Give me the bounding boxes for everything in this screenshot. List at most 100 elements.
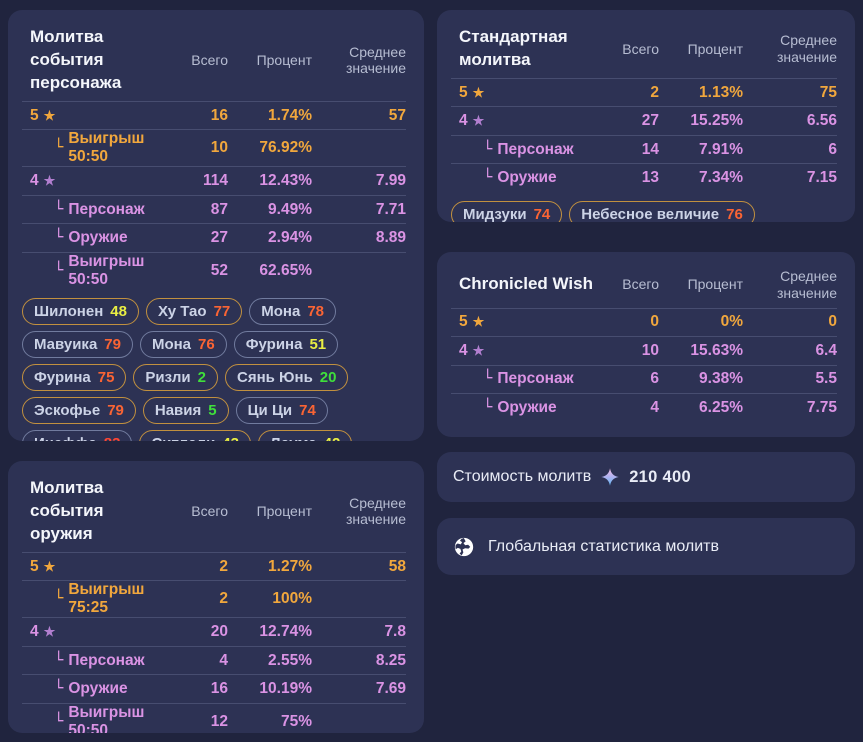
row-total: 4 [219, 651, 228, 669]
tree-branch-icon: └ [54, 589, 64, 608]
pity-chip: Сянь Юнь 20 [225, 363, 349, 391]
row-percent: 75% [280, 712, 312, 730]
row-average: 57 [388, 106, 406, 124]
row-average: 6 [828, 140, 837, 158]
table-row: 5 ★ 0 0% 0 [451, 307, 837, 337]
global-stats-button[interactable]: Глобальная статистика молитв [437, 518, 855, 575]
panel-header: Молитва события персонажа Всего Процент Сре… [22, 24, 406, 101]
panel-chronicled-wish: Chronicled Wish Всего Процент Среднее значе… [437, 252, 855, 437]
row-percent: 9.38% [699, 370, 743, 388]
row-label: 4 ★ [30, 172, 56, 190]
pity-chip-name: Ци Ци [247, 401, 293, 419]
row-percent: 15.25% [690, 112, 743, 130]
row-label: └ Оружие [483, 397, 557, 416]
table-row: 4 ★ 27 15.25% 6.56 [451, 106, 837, 135]
star-icon: ★ [472, 113, 485, 129]
row-average: 6.4 [815, 341, 837, 359]
row-total: 0 [650, 313, 659, 331]
pity-chip-value: 42 [324, 435, 341, 441]
panel-title: Стандартная молитва [459, 27, 568, 69]
star-icon: ★ [43, 173, 56, 189]
column-header: Процент [687, 40, 743, 57]
row-label: 5 ★ [459, 313, 485, 331]
pity-chip-name: Сянь Юнь [237, 368, 313, 386]
pity-chip: Инеффа 83 [22, 429, 133, 441]
pity-chip: Мидзуки 74 [451, 200, 563, 222]
pity-chip-value: 79 [107, 401, 124, 419]
pity-chip-name: Ризли [145, 368, 191, 386]
column-header: Среднее значение [345, 43, 406, 77]
column-header: Процент [256, 52, 312, 68]
row-total: 114 [202, 172, 228, 190]
table-row: └ Оружие 13 7.34% 7.15 [451, 163, 837, 192]
panel-standard-wish: Стандартная молитва Всего Процент Среднее з… [437, 10, 855, 222]
globe-icon [454, 537, 474, 556]
row-average: 7.99 [375, 172, 406, 190]
pity-chip-name: Небесное величие [581, 205, 720, 222]
row-label: └ Персонаж [54, 199, 145, 218]
row-total: 10 [210, 139, 228, 157]
pity-chip-name: Ситлали [151, 435, 215, 441]
row-percent: 15.63% [690, 341, 743, 359]
pity-chip-value: 76 [198, 335, 215, 353]
pity-chip-name: Мона [151, 335, 192, 353]
pity-chip: Фурина 51 [233, 330, 339, 358]
table-row: 4 ★ 114 12.43% 7.99 [22, 166, 406, 195]
pity-chip-value: 77 [213, 302, 231, 320]
star-icon: ★ [472, 84, 485, 100]
row-average: 7.75 [806, 398, 837, 416]
pity-chip-value: 5 [208, 401, 217, 419]
tree-branch-icon: └ [54, 138, 64, 157]
table-row: └ Выигрыш 50:50 10 76.92% [22, 129, 406, 166]
table-row: └ Оружие 27 2.94% 8.89 [22, 223, 406, 252]
pity-chip-name: Лаума [270, 435, 317, 441]
pity-chip-name: Навия [154, 401, 202, 419]
row-total: 87 [210, 200, 228, 218]
row-total: 52 [210, 261, 228, 279]
row-average: 7.8 [384, 623, 406, 641]
table-row: 4 ★ 10 15.63% 6.4 [451, 336, 837, 365]
pity-chip: Ху Тао 77 [145, 297, 243, 325]
row-percent: 12.43% [259, 172, 312, 190]
table-row: └ Персонаж 87 9.49% 7.71 [22, 194, 406, 224]
row-total: 16 [210, 106, 228, 124]
table-row: 4 ★ 20 12.74% 7.8 [22, 617, 406, 646]
row-average: 6.56 [806, 112, 837, 130]
pity-chip-value: 2 [197, 368, 206, 386]
pity-chip-name: Эскофье [34, 401, 101, 419]
row-percent: 1.27% [268, 557, 312, 575]
column-header: Среднее значение [776, 32, 837, 65]
star-icon: ★ [472, 342, 485, 358]
row-total: 6 [650, 370, 659, 388]
pity-chip-value: 48 [110, 302, 127, 320]
row-average: 7.15 [806, 169, 837, 187]
row-average: 75 [819, 83, 837, 101]
column-header: Процент [687, 276, 743, 293]
panel-header: Молитва события оружия Всего Процент Средне… [22, 475, 406, 552]
tree-branch-icon: └ [54, 199, 64, 218]
row-label: └ Выигрыш 50:50 [54, 130, 145, 166]
column-header: Всего [622, 276, 659, 293]
pity-chip-name: Ху Тао [157, 302, 207, 320]
pity-chip-value: 51 [309, 335, 327, 353]
row-total: 20 [210, 623, 228, 641]
row-label: └ Персонаж [483, 369, 574, 388]
pity-chip: Небесное величие 76 [569, 200, 755, 222]
row-label: └ Персонаж [483, 139, 574, 158]
column-header: Среднее значение [345, 494, 406, 528]
star-icon: ★ [43, 558, 56, 574]
tree-branch-icon: └ [54, 711, 64, 730]
row-percent: 76.92% [259, 139, 312, 157]
row-percent: 62.65% [259, 261, 312, 279]
panel-character-event-wish: Молитва события персонажа Всего Процент Сре… [8, 10, 424, 441]
pity-chip: Шилонен 48 [22, 297, 139, 325]
row-total: 14 [641, 140, 659, 158]
pity-chip-value: 75 [97, 368, 115, 386]
row-label: └ Оружие [54, 228, 128, 247]
row-label: └ Оружие [483, 168, 557, 187]
row-total: 4 [650, 398, 659, 416]
panel-title: Chronicled Wish [459, 274, 593, 294]
panel-weapon-event-wish: Молитва события оружия Всего Процент Средне… [8, 461, 424, 733]
table-row: └ Выигрыш 50:50 12 75% [22, 702, 406, 733]
row-percent: 9.49% [268, 200, 312, 218]
